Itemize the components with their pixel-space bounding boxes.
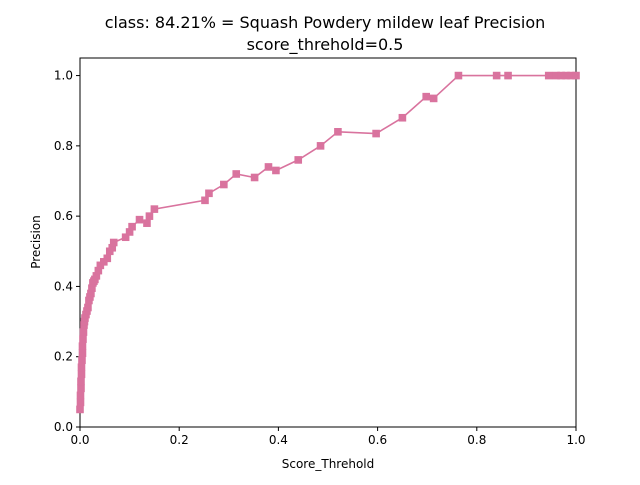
x-axis-label: Score_Threhold xyxy=(282,457,375,471)
y-tick-label: 1.0 xyxy=(54,69,73,83)
data-point xyxy=(135,215,144,224)
data-point xyxy=(88,284,96,292)
data-point xyxy=(108,243,117,252)
y-tick-label: 0.2 xyxy=(54,350,73,364)
x-tick-label: 0.0 xyxy=(70,433,89,447)
data-point xyxy=(250,173,259,182)
x-tick-label: 0.8 xyxy=(467,433,486,447)
data-point xyxy=(272,166,280,175)
data-point xyxy=(143,219,151,227)
data-point xyxy=(84,303,92,312)
x-tick-label: 1.0 xyxy=(566,433,585,447)
x-tick-label: 0.4 xyxy=(269,433,288,447)
data-point xyxy=(294,156,303,164)
data-point xyxy=(567,71,575,80)
data-point xyxy=(429,94,438,103)
data-point xyxy=(77,363,86,372)
series-layer xyxy=(76,71,580,414)
data-point xyxy=(504,71,512,80)
data-point xyxy=(544,71,553,80)
data-point xyxy=(79,328,88,336)
data-point xyxy=(422,92,431,101)
chart-subtitle: score_threhold=0.5 xyxy=(247,35,404,55)
data-point xyxy=(316,142,325,150)
data-point xyxy=(454,71,463,80)
plot-frame xyxy=(79,57,577,428)
data-point xyxy=(398,113,407,122)
data-point xyxy=(125,228,134,236)
data-point xyxy=(557,71,565,80)
y-tick-label: 0.4 xyxy=(54,279,73,293)
chart-title: class: 84.21% = Squash Powdery mildew le… xyxy=(105,13,546,32)
data-point xyxy=(76,405,84,414)
y-axis-label: Precision xyxy=(29,215,43,269)
data-point xyxy=(78,356,86,365)
data-point xyxy=(76,391,85,400)
x-axis: 0.0 0.2 0.4 0.6 0.8 1.0 xyxy=(70,427,586,447)
data-point xyxy=(552,71,560,80)
data-point xyxy=(77,377,85,386)
data-point xyxy=(121,233,130,242)
data-point xyxy=(145,212,154,220)
data-point xyxy=(264,163,273,171)
data-point xyxy=(150,205,159,213)
data-point xyxy=(372,129,380,138)
data-point xyxy=(220,180,228,189)
data-point xyxy=(87,289,95,298)
data-point xyxy=(77,384,85,393)
series-line xyxy=(79,74,576,410)
data-point xyxy=(77,370,86,379)
data-point xyxy=(128,222,136,231)
x-tick-label: 0.6 xyxy=(368,433,387,447)
x-tick-label: 0.2 xyxy=(170,433,189,447)
data-point xyxy=(334,128,342,136)
data-point xyxy=(572,71,580,80)
y-axis: 0.0 0.2 0.4 0.6 0.8 1.0 xyxy=(54,69,80,434)
data-point xyxy=(562,71,570,80)
data-point xyxy=(103,254,112,263)
data-point xyxy=(79,335,87,343)
data-point xyxy=(232,170,241,178)
data-point xyxy=(109,238,118,247)
data-point xyxy=(78,349,87,357)
data-point xyxy=(92,272,101,280)
y-tick-label: 0.8 xyxy=(54,139,73,153)
data-point xyxy=(78,342,87,350)
y-tick-label: 0.0 xyxy=(54,420,73,434)
data-point xyxy=(94,266,103,275)
data-point xyxy=(201,196,209,205)
data-point xyxy=(492,71,501,80)
y-tick-label: 0.6 xyxy=(54,209,73,223)
data-point xyxy=(205,189,213,198)
data-point xyxy=(76,398,85,407)
